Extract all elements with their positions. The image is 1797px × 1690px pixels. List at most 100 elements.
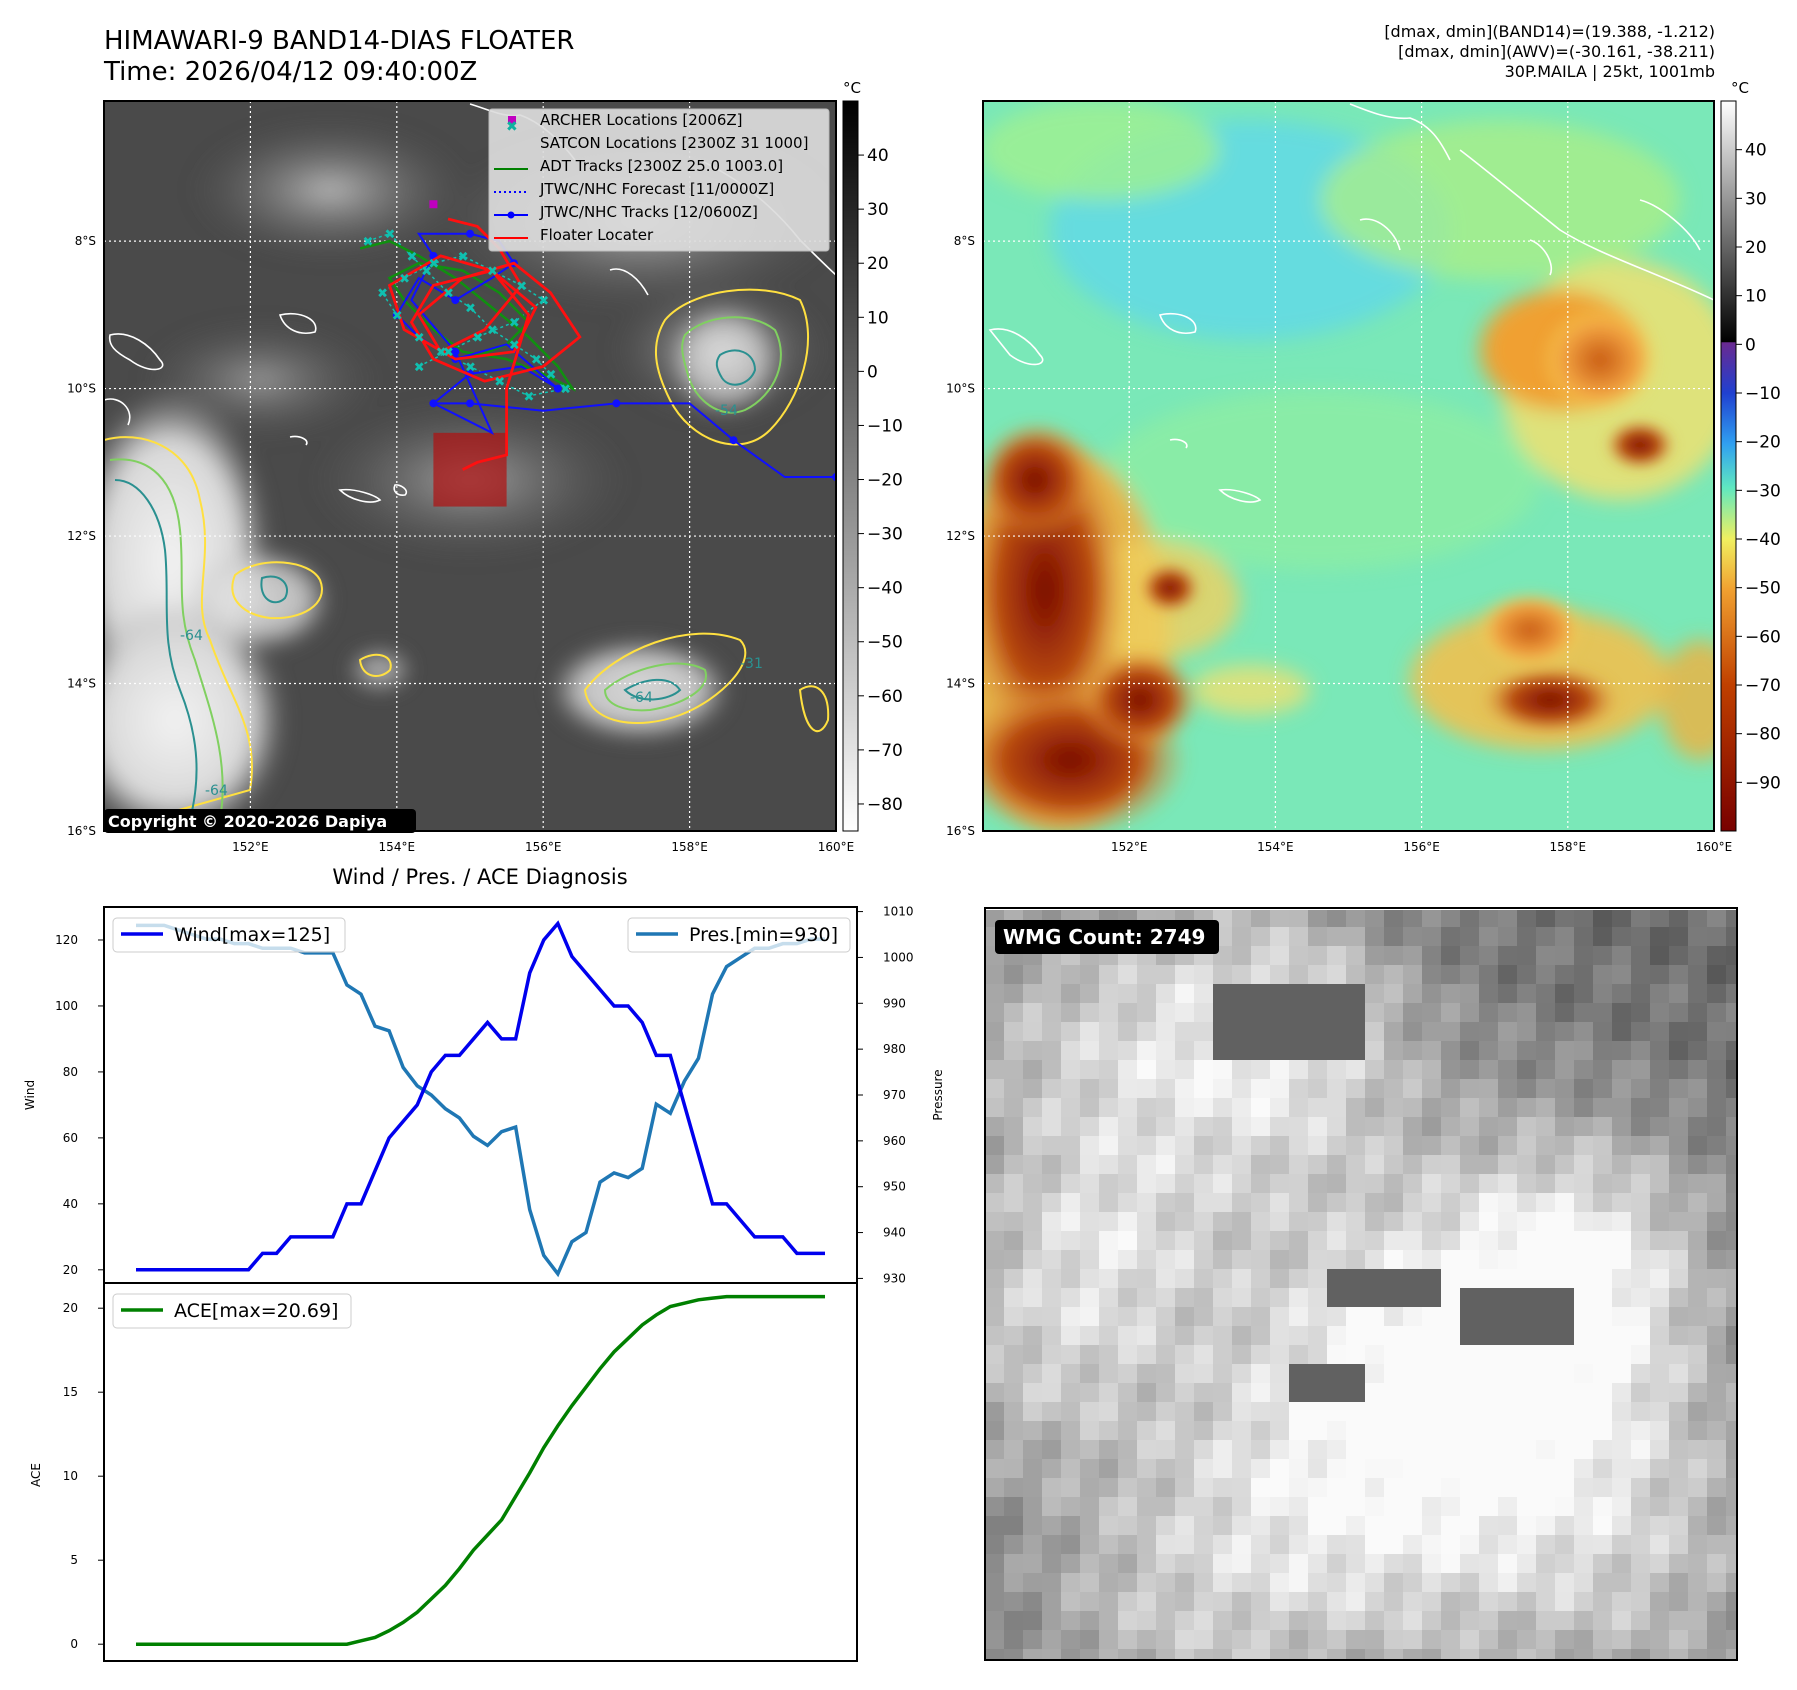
wmg-pixel	[1346, 910, 1366, 928]
wmg-pixel	[1232, 1288, 1252, 1308]
wmg-pixel	[1479, 1326, 1499, 1346]
wmg-pixel	[1441, 1136, 1461, 1156]
wmg-pixel	[1004, 1269, 1024, 1289]
wmg-pixel	[1023, 1402, 1043, 1422]
lon-label: 156°E	[1403, 840, 1440, 854]
wmg-pixel	[1574, 1364, 1594, 1384]
wmg-pixel	[1479, 1630, 1499, 1650]
wmg-pixel	[1612, 1554, 1632, 1574]
wmg-pixel	[1061, 1060, 1081, 1080]
wmg-pixel	[1194, 1269, 1214, 1289]
wmg-pixel	[1099, 1136, 1119, 1156]
wmg-pixel	[985, 1307, 1005, 1327]
wmg-pixel	[1346, 1573, 1366, 1593]
wmg-pixel	[1156, 1383, 1176, 1403]
wmg-pixel	[1213, 1288, 1233, 1308]
wmg-pixel	[985, 984, 1005, 1004]
wmg-pixel	[985, 1060, 1005, 1080]
wmg-pixel	[1061, 1383, 1081, 1403]
wmg-pixel	[1004, 1421, 1024, 1441]
wmg-pixel	[1536, 1478, 1556, 1498]
wmg-pixel	[1422, 1098, 1442, 1118]
wmg-pixel	[1669, 1288, 1689, 1308]
awv-map: 8°S10°S12°S14°S16°S 152°E 154°E 156°E 158°E…	[946, 79, 1781, 854]
wmg-pixel	[1403, 1402, 1423, 1422]
wmg-pixel	[1631, 1611, 1651, 1631]
wmg-pixel	[1707, 1611, 1727, 1631]
wmg-pixel	[1194, 1383, 1214, 1403]
wmg-pixel	[1023, 1098, 1043, 1118]
wmg-pixel	[1194, 1440, 1214, 1460]
wmg-pixel	[985, 1630, 1005, 1650]
wmg-pixel	[1175, 1345, 1195, 1365]
wmg-pixel	[1384, 1231, 1404, 1251]
wmg-pixel	[1118, 1250, 1138, 1270]
wmg-pixel	[1099, 1573, 1119, 1593]
wmg-pixel	[1650, 1630, 1670, 1650]
wmg-pixel	[1061, 1041, 1081, 1061]
wmg-pixel	[1137, 1440, 1157, 1460]
wmg-pixel	[1042, 1174, 1062, 1194]
wmg-pixel	[1308, 1193, 1328, 1213]
wmg-pixel	[1365, 1003, 1385, 1023]
wmg-pixel	[1536, 1421, 1556, 1441]
wmg-pixel	[1460, 946, 1480, 966]
wmg-pixel	[1327, 927, 1347, 947]
wmg-pixel	[1479, 1573, 1499, 1593]
wmg-pixel	[1042, 1592, 1062, 1612]
wmg-pixel	[1593, 1060, 1613, 1080]
wmg-pixel	[1346, 1155, 1366, 1175]
wmg-pixel	[1308, 1326, 1328, 1346]
wmg-pixel	[1080, 1174, 1100, 1194]
wmg-pixel	[1023, 1307, 1043, 1327]
wmg-pixel	[1536, 1022, 1556, 1042]
wmg-pixel	[1232, 1497, 1252, 1517]
wmg-pixel	[1251, 1573, 1271, 1593]
wmg-pixel	[1061, 1554, 1081, 1574]
wmg-pixel	[1042, 1155, 1062, 1175]
wmg-pixel	[1479, 1535, 1499, 1555]
wmg-pixel	[1004, 1231, 1024, 1251]
wmg-pixel	[1612, 1136, 1632, 1156]
wmg-pixel	[1441, 1535, 1461, 1555]
ace-tick-label: 15	[63, 1385, 78, 1399]
wmg-pixel	[1631, 1269, 1651, 1289]
wmg-pixel	[1232, 1364, 1252, 1384]
wmg-pixel	[1232, 1212, 1252, 1232]
wmg-pixel	[1156, 1478, 1176, 1498]
wmg-pixel	[1042, 1440, 1062, 1460]
wmg-pixel	[1384, 927, 1404, 947]
wmg-pixel	[1080, 1649, 1100, 1660]
wmg-pixel	[1593, 1155, 1613, 1175]
wmg-pixel	[1327, 1022, 1347, 1042]
wmg-pixel	[1631, 1497, 1651, 1517]
wmg-pixel	[1422, 1193, 1442, 1213]
wmg-pixel	[1080, 1478, 1100, 1498]
wmg-pixel	[1365, 1041, 1385, 1061]
wmg-pixel	[1194, 1535, 1214, 1555]
wmg-pixel	[1327, 910, 1347, 928]
wmg-pixel	[1688, 1516, 1708, 1536]
wmg-pixel	[1650, 1003, 1670, 1023]
wmg-pixel	[1156, 1193, 1176, 1213]
wmg-pixel	[1365, 1497, 1385, 1517]
wmg-pixel	[1726, 1212, 1737, 1232]
ace-tick-label: 10	[63, 1469, 78, 1483]
wmg-pixel	[1612, 1364, 1632, 1384]
wmg-pixel	[1251, 946, 1271, 966]
wmg-pixel	[1099, 1345, 1119, 1365]
wmg-pixel	[1156, 1250, 1176, 1270]
wmg-pixel	[1555, 1516, 1575, 1536]
wmg-pixel	[1574, 1136, 1594, 1156]
wmg-pixel	[1327, 1326, 1347, 1346]
wmg-pixel	[1384, 1649, 1404, 1660]
wmg-pixel	[1536, 1554, 1556, 1574]
wmg-pixel	[1137, 1364, 1157, 1384]
wmg-pixel	[1669, 1383, 1689, 1403]
wmg-pixel	[1403, 965, 1423, 985]
wmg-pixel	[1498, 1174, 1518, 1194]
wmg-pixel	[1498, 1649, 1518, 1660]
wmg-pixel	[985, 1288, 1005, 1308]
wmg-pixel	[1270, 1155, 1290, 1175]
wmg-pixel	[1669, 1231, 1689, 1251]
